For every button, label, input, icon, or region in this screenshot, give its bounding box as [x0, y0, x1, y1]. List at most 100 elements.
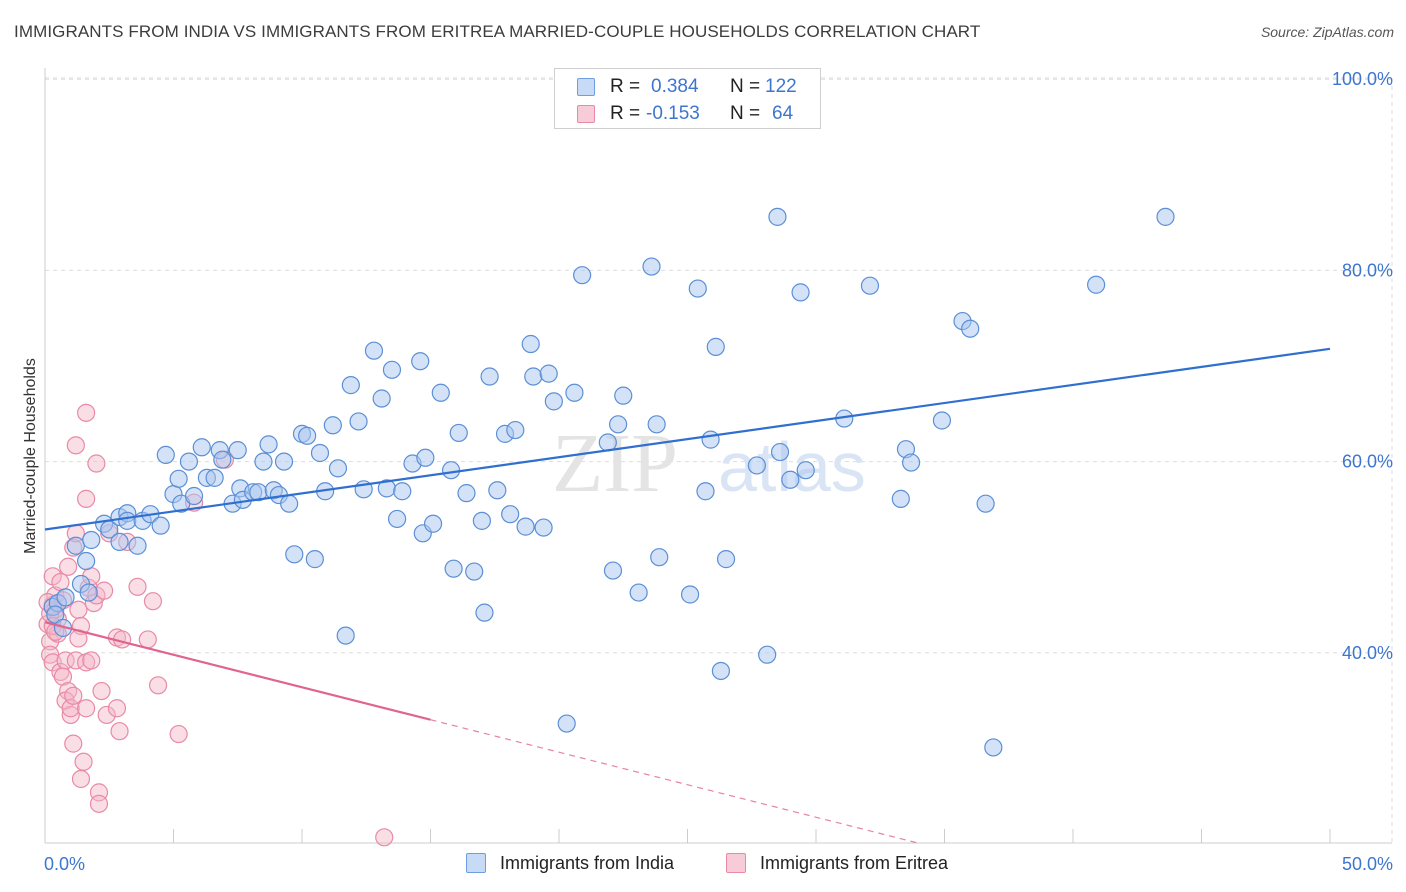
x-tick-label: 50.0%	[1342, 854, 1393, 874]
watermark-atlas: atlas	[718, 428, 866, 506]
india-point	[860, 276, 880, 295]
india-point	[544, 392, 563, 411]
eritrea-swatch	[577, 105, 595, 123]
eritrea-point	[77, 489, 96, 508]
eritrea-point	[97, 705, 116, 725]
india-point	[770, 442, 790, 462]
india-point	[169, 469, 188, 488]
india-point	[151, 516, 170, 535]
eritrea-point	[59, 557, 78, 576]
india-point	[614, 386, 633, 405]
eritrea-point	[169, 724, 188, 744]
eritrea-point	[82, 651, 101, 670]
india-point	[781, 470, 800, 489]
india-point	[642, 257, 661, 276]
eritrea-point	[128, 577, 147, 596]
india-point	[768, 207, 787, 226]
india-point	[609, 415, 628, 434]
eritrea-point	[51, 572, 70, 592]
india-point	[472, 511, 491, 530]
india-point	[747, 456, 766, 475]
india-point	[758, 645, 777, 664]
india-point	[1087, 275, 1106, 294]
india-point	[382, 360, 402, 379]
eritrea-trend-extension	[430, 719, 919, 844]
india-point	[650, 548, 669, 567]
india-point	[411, 352, 430, 371]
eritrea-point	[95, 581, 114, 600]
watermark: ZIP atlas	[552, 417, 866, 510]
eritrea-point	[375, 828, 394, 847]
india-point	[56, 588, 75, 607]
india-point	[66, 536, 85, 555]
india-point	[77, 551, 96, 571]
india-point	[976, 494, 995, 513]
india-point	[557, 714, 576, 733]
india-point	[647, 415, 666, 434]
india-point	[449, 423, 468, 443]
y-tick-label: 40.0%	[1342, 643, 1393, 663]
india-point	[480, 367, 499, 386]
india-point	[336, 626, 355, 645]
eritrea-point	[138, 630, 157, 649]
india-point	[79, 583, 98, 602]
india-trend-line	[44, 347, 1331, 531]
india-point	[696, 482, 715, 501]
eritrea-point	[110, 722, 129, 741]
india-point	[341, 376, 360, 395]
eritrea-point	[61, 705, 80, 725]
india-point	[298, 426, 317, 445]
india-point	[791, 283, 810, 302]
india-point	[228, 441, 247, 460]
legend-n-label: N =	[730, 76, 761, 97]
eritrea-point	[51, 662, 70, 682]
india-point	[82, 530, 101, 550]
india-point	[156, 445, 175, 465]
india-point	[192, 438, 211, 457]
eritrea-trend-line	[44, 621, 431, 721]
india-point	[565, 383, 584, 402]
india-point	[110, 532, 129, 552]
india-point	[323, 416, 342, 435]
india-point	[465, 562, 484, 581]
india-point	[534, 518, 553, 537]
eritrea-point	[148, 676, 168, 695]
india-point	[305, 550, 324, 569]
eritrea-point	[77, 403, 96, 422]
y-tick-label: 60.0%	[1342, 452, 1393, 472]
legend-n-value: 64	[772, 103, 794, 124]
india-point	[213, 450, 232, 469]
legend-r-value: 0.384	[651, 76, 699, 97]
india-point	[573, 266, 592, 285]
india-point	[118, 511, 137, 530]
india-point	[701, 430, 720, 449]
india-point	[46, 605, 65, 624]
india-point	[274, 452, 294, 471]
legend-r-value: -0.153	[646, 103, 700, 124]
india-point	[524, 367, 543, 386]
eritrea-point	[66, 436, 85, 455]
eritrea-point	[92, 681, 111, 701]
india-point	[706, 337, 725, 356]
india-point	[716, 550, 736, 569]
india-point	[891, 489, 910, 508]
india-point	[280, 494, 299, 513]
india-point	[444, 559, 463, 578]
india-point	[961, 319, 980, 338]
india-point	[984, 738, 1003, 757]
tick-labels: 40.0% 60.0% 80.0% 100.0% 0.0% 50.0%	[44, 69, 1393, 874]
legend-n-label: N =	[730, 103, 761, 124]
eritrea-point	[69, 600, 88, 619]
y-axis-label: Married-couple Households	[22, 358, 39, 554]
y-tick-label: 80.0%	[1342, 260, 1393, 280]
india-point	[372, 389, 391, 408]
eritrea-point	[89, 794, 109, 813]
trend-lines	[44, 347, 1331, 844]
x-tick-label: 0.0%	[44, 854, 85, 874]
india-point	[521, 334, 540, 354]
axes	[44, 68, 1392, 844]
india-point	[932, 411, 952, 430]
india-point	[254, 452, 273, 471]
legend-n-value: 122	[765, 76, 797, 97]
